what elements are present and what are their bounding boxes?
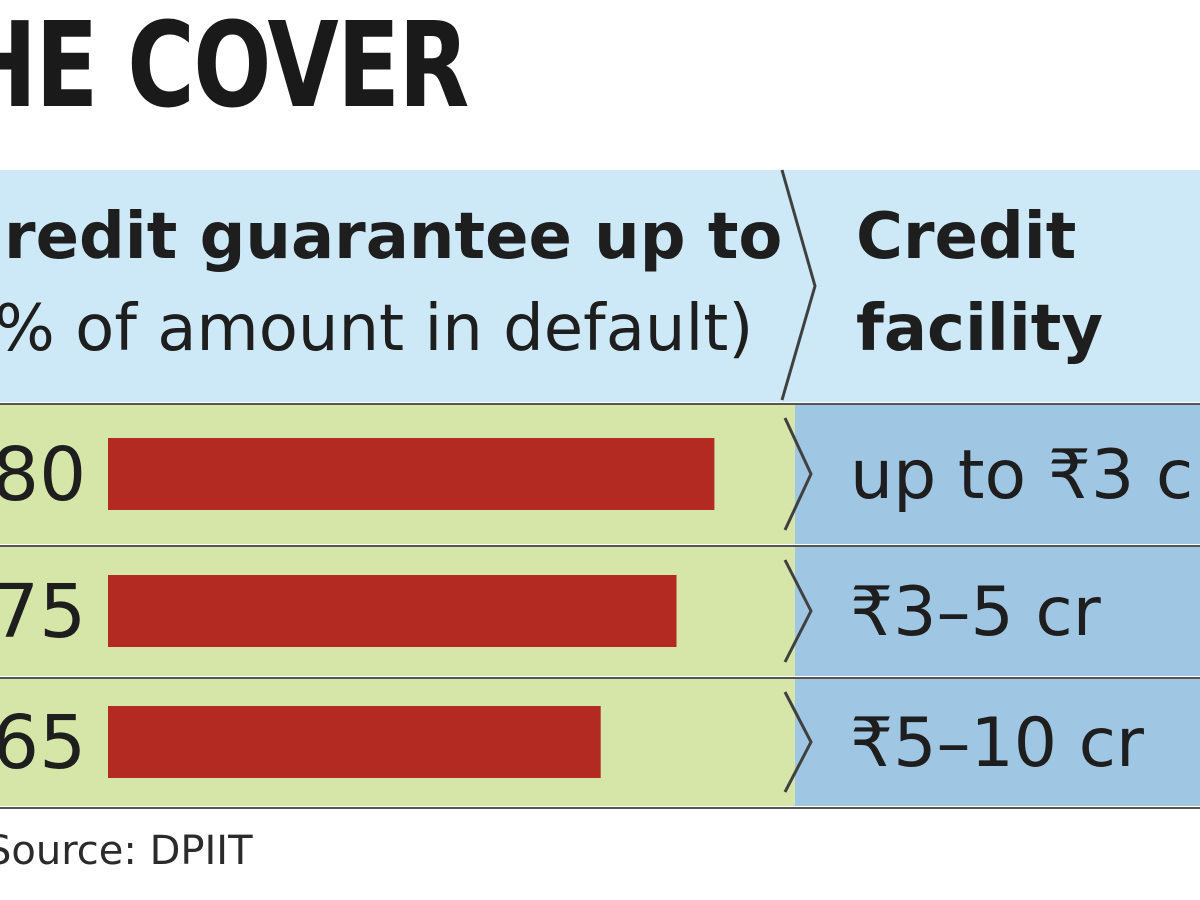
rows-group: 80 up to ₹3 c 75 ₹3–5 cr 65 ₹5–10 cr	[0, 403, 1200, 809]
row-chevron-0	[783, 417, 813, 531]
row-right-bg-2	[795, 678, 1200, 806]
category-label-0: up to ₹3 c	[850, 436, 1193, 515]
value-label-0: 80	[0, 432, 86, 518]
bar-0	[108, 438, 715, 510]
category-label-2: ₹5–10 cr	[850, 704, 1144, 783]
value-label-2: 65	[0, 700, 86, 786]
facility-header-line2: facility	[856, 292, 1103, 366]
facility-header-line1: Credit	[856, 200, 1076, 274]
value-label-1: 75	[0, 569, 86, 655]
row-right-bg-1	[795, 546, 1200, 676]
guarantee-header-line2: % of amount in default)	[0, 292, 753, 366]
bar-1	[108, 575, 677, 647]
row-chevron-1	[783, 559, 813, 663]
row-chevron-2	[783, 691, 813, 793]
category-label-1: ₹3–5 cr	[850, 573, 1101, 652]
header-chevron-divider	[780, 169, 817, 401]
guarantee-header-line1: redit guarantee up to	[4, 200, 782, 274]
row-right-bg-0	[795, 404, 1200, 544]
page-title: HE COVER	[0, 0, 469, 134]
header-left-band	[0, 170, 800, 402]
bar-2	[108, 706, 601, 778]
source-note: Source: DPIIT	[0, 828, 253, 874]
header-right-band	[790, 170, 1200, 402]
